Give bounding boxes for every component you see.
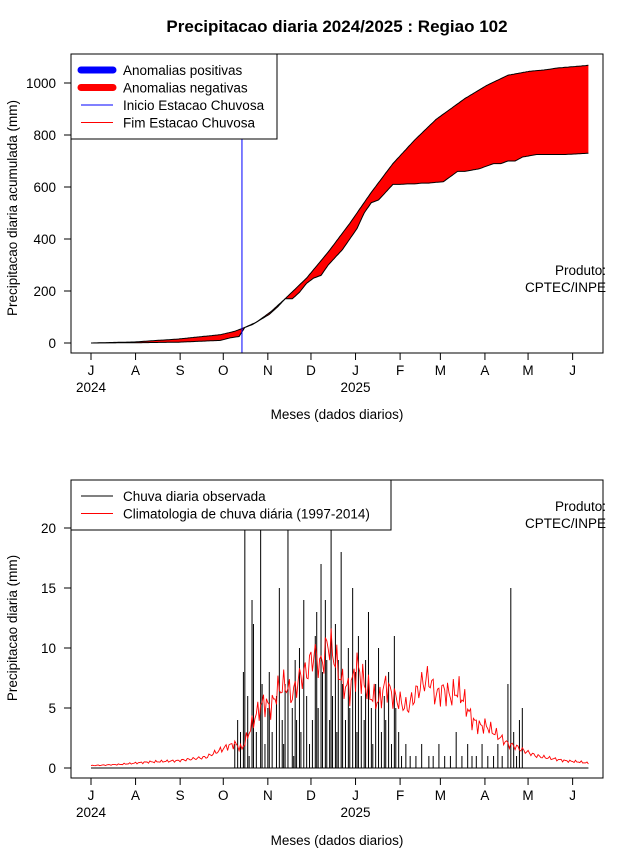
legend-label: Chuva diaria observada <box>123 489 266 504</box>
x-tick-label: A <box>131 363 140 378</box>
y-tick-label: 5 <box>48 701 56 716</box>
x-tick-label: J <box>569 788 576 803</box>
x-tick-label: F <box>396 788 404 803</box>
y-tick-label: 0 <box>48 336 56 351</box>
climatology-daily-line <box>90 628 589 767</box>
cumulative-panel: J A S O N D J F M A M J 2024 2025 0 200 400 600 800 1000 Pr… <box>5 53 606 422</box>
cumulative-legend: Anomalias positivas Anomalias negativas In… <box>70 53 278 140</box>
climatology-cumulative-line <box>91 64 589 344</box>
y-tick-label: 200 <box>33 284 56 299</box>
x-tick-label: N <box>263 788 273 803</box>
x-tick-label: O <box>218 363 229 378</box>
observed-cumulative-line <box>91 152 589 344</box>
legend-label: Anomalias positivas <box>123 63 243 78</box>
x-tick-label: D <box>306 363 316 378</box>
x-tick-label: J <box>88 788 95 803</box>
y-tick-label: 1000 <box>26 76 56 91</box>
negative-anomaly-area <box>91 65 589 344</box>
x-tick-label: S <box>176 363 185 378</box>
x-tick-label: A <box>131 788 140 803</box>
legend-label: Climatologia de chuva diária (1997-2014) <box>123 507 370 522</box>
x-tick-label: O <box>218 788 229 803</box>
x-year-label: 2024 <box>76 805 107 820</box>
x-tick-label: J <box>352 363 359 378</box>
x-tick-label: J <box>88 363 95 378</box>
x-tick-label: N <box>263 363 273 378</box>
x-tick-label: F <box>396 363 404 378</box>
y-tick-label: 400 <box>33 232 56 247</box>
legend-box <box>70 479 392 531</box>
cumulative-y-axis-label: Precipitacao diaria acumulada (mm) <box>5 100 20 316</box>
cumulative-product-label-line2: CPTEC/INPE <box>525 280 606 295</box>
x-tick-label: A <box>480 788 489 803</box>
legend-label: Fim Estacao Chuvosa <box>123 116 256 131</box>
x-tick-label: M <box>435 788 446 803</box>
x-tick-label: J <box>352 788 359 803</box>
y-tick-label: 20 <box>41 521 56 536</box>
daily-y-axis-label: Precipitacao diaria (mm) <box>5 555 20 701</box>
x-tick-label: M <box>435 363 446 378</box>
x-tick-label: M <box>522 788 533 803</box>
cumulative-axes: J A S O N D J F M A M J 2024 2025 0 200 400 600 800 1000 <box>26 76 576 395</box>
legend-label: Anomalias negativas <box>123 81 248 96</box>
x-tick-label: A <box>480 363 489 378</box>
x-year-label: 2024 <box>76 380 107 395</box>
x-tick-label: D <box>306 788 316 803</box>
daily-x-axis-label: Meses (dados diarios) <box>271 833 404 848</box>
y-tick-label: 15 <box>41 581 56 596</box>
x-tick-label: M <box>522 363 533 378</box>
y-tick-label: 0 <box>48 761 56 776</box>
y-tick-label: 600 <box>33 180 56 195</box>
daily-series-layer <box>90 504 589 769</box>
daily-axes: J A S O N D J F M A M J 2024 2025 0 5 10 15 20 <box>41 521 576 820</box>
cumulative-x-axis-label: Meses (dados diarios) <box>271 407 404 422</box>
y-tick-label: 800 <box>33 128 56 143</box>
cumulative-product-label-line1: Produto: <box>555 263 606 278</box>
y-tick-label: 10 <box>41 641 56 656</box>
figure-title: Precipitacao diaria 2024/2025 : Regiao 1… <box>166 17 507 36</box>
x-year-label: 2025 <box>341 380 371 395</box>
x-tick-label: J <box>569 363 576 378</box>
daily-legend: Chuva diaria observada Climatologia de ch… <box>70 479 392 531</box>
daily-product-label-line1: Produto: <box>555 499 606 514</box>
legend-label: Inicio Estacao Chuvosa <box>123 98 265 113</box>
x-tick-label: S <box>176 788 185 803</box>
daily-panel: J A S O N D J F M A M J 2024 2025 0 5 10 15 20 Precipitaca… <box>5 479 606 848</box>
x-year-label: 2025 <box>341 805 371 820</box>
daily-product-label-line2: CPTEC/INPE <box>525 516 606 531</box>
